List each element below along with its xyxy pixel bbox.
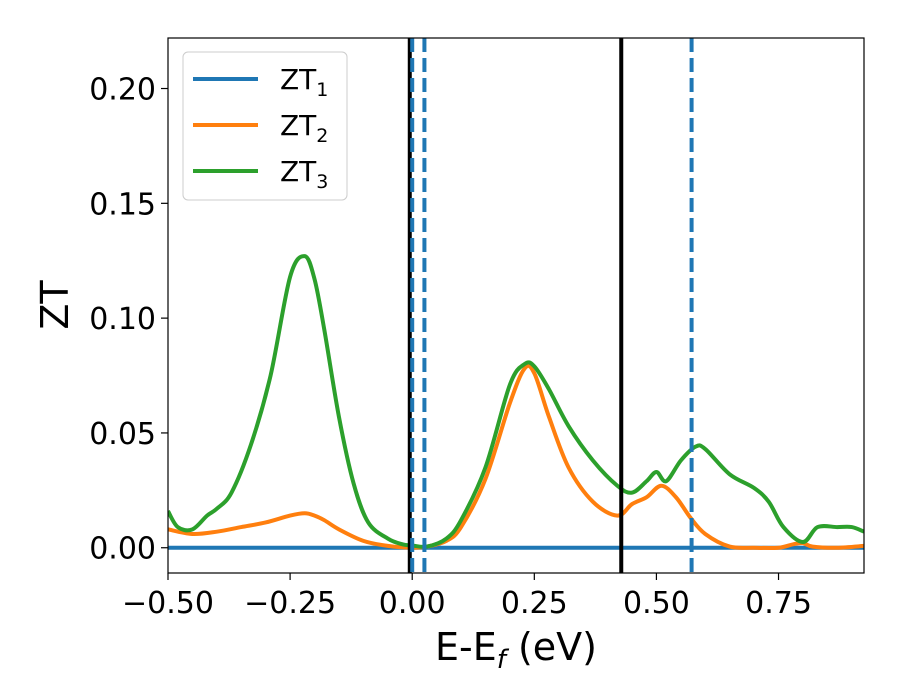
- series-line-zt3: [168, 254, 864, 549]
- axis-ticks: −0.50 −0.25 0.00 0.25 0.50 0.75 0.00 0.05 0.10 0.…: [89, 73, 812, 621]
- series-layer: [168, 254, 864, 551]
- y-tick-label: 0.05: [89, 417, 156, 452]
- y-axis-title: ZT: [33, 280, 77, 330]
- legend-label-zt3: ZT3: [280, 155, 328, 193]
- x-tick-label: −0.25: [244, 586, 336, 621]
- x-axis-title: E-Ef (eV): [435, 625, 597, 675]
- x-tick-label: −0.50: [122, 586, 214, 621]
- y-tick-label: 0.00: [89, 532, 156, 567]
- x-tick-label: 0.50: [623, 586, 690, 621]
- y-tick-label: 0.10: [89, 302, 156, 337]
- plot-frame: [167, 37, 865, 574]
- x-axis-title-unit: (eV): [506, 625, 597, 669]
- reference-lines: [407, 38, 694, 573]
- y-tick-label: 0.15: [89, 187, 156, 222]
- legend-label-zt2: ZT2: [280, 109, 328, 147]
- y-tick-label: 0.20: [89, 73, 156, 108]
- x-tick-label: 0.25: [501, 586, 568, 621]
- series-line-zt2: [168, 363, 864, 551]
- legend-label-zt1: ZT1: [280, 63, 328, 101]
- x-axis-title-main: E-E: [435, 625, 497, 669]
- legend: ZT1 ZT2 ZT3: [182, 51, 348, 201]
- x-tick-label: 0.00: [379, 586, 446, 621]
- legend-frame: [182, 51, 348, 201]
- x-tick-label: 0.75: [745, 586, 812, 621]
